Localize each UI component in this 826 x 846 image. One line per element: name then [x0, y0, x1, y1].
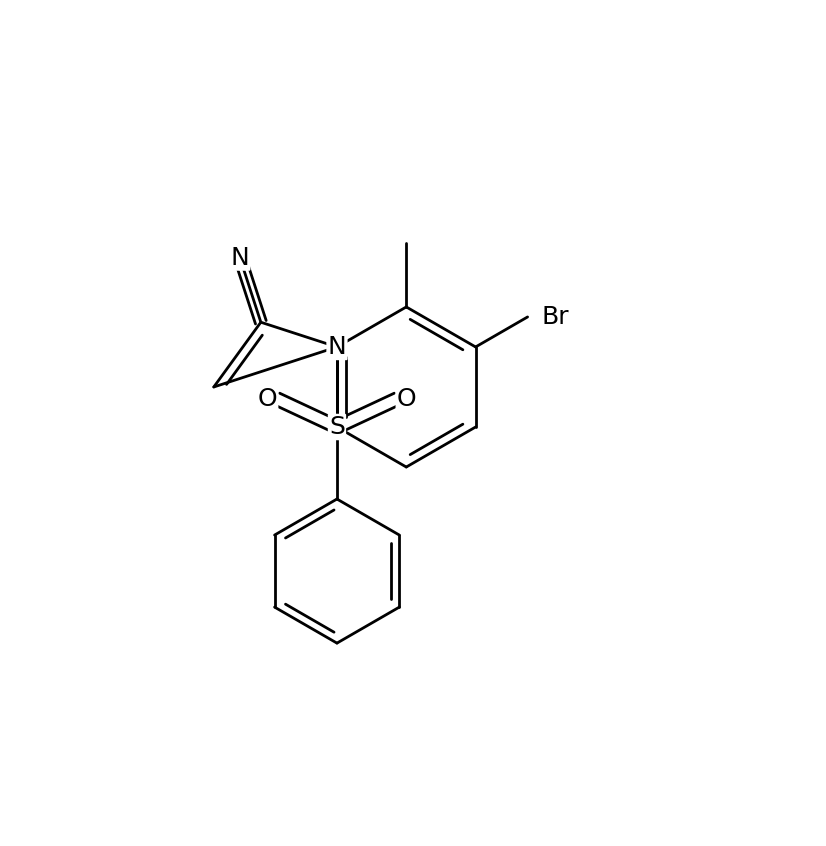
- Text: N: N: [328, 335, 346, 359]
- Text: O: O: [396, 387, 416, 411]
- Text: Br: Br: [542, 305, 570, 329]
- Text: N: N: [230, 245, 249, 270]
- Text: S: S: [329, 415, 345, 439]
- Text: O: O: [258, 387, 278, 411]
